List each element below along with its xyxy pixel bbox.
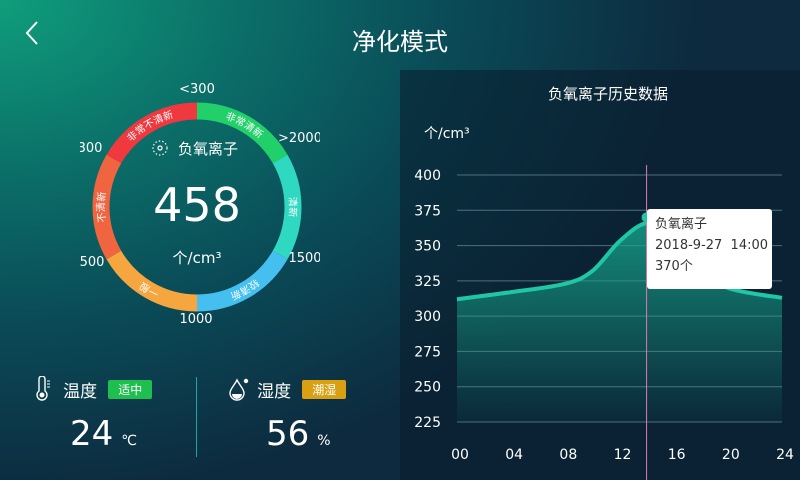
page-title: 净化模式 [352, 28, 448, 56]
humidity-label: 湿度 [257, 381, 292, 402]
gauge-segment [106, 250, 198, 312]
water-drop-icon [229, 378, 249, 401]
gauge-segment-label: 不清新 [94, 191, 108, 223]
back-button[interactable] [18, 18, 48, 48]
humidity-unit: % [317, 433, 331, 449]
temperature-unit: ℃ [121, 433, 137, 449]
x-tick-label: 16 [668, 447, 686, 463]
y-tick-label: 350 [414, 239, 441, 255]
tooltip-value: 370个 [655, 259, 693, 274]
ion-dots-icon [152, 140, 168, 156]
gauge-segment [196, 102, 288, 164]
temperature-value: 24 [70, 414, 114, 454]
y-tick-label: 400 [414, 168, 441, 184]
x-tick-label: 12 [614, 447, 632, 463]
x-tick-label: 20 [722, 447, 740, 463]
x-tick-label: 08 [559, 447, 577, 463]
humidity-header: 湿度 潮湿 [228, 376, 347, 402]
x-tick-label: 04 [505, 447, 523, 463]
y-tick-label: 325 [414, 274, 441, 290]
gauge-segment [196, 250, 288, 312]
chart-title: 负氧离子历史数据 [548, 85, 668, 103]
gauge-label: 负氧离子 [178, 140, 238, 158]
temperature-reading: 24 ℃ [70, 414, 137, 454]
y-tick-label: 300 [414, 309, 441, 325]
gauge-segment [272, 154, 302, 260]
gauge-segment [106, 102, 198, 164]
gauge-boundary: 500 [80, 255, 104, 270]
gauge-boundary: 1500 [288, 251, 320, 266]
temperature-label: 温度 [63, 381, 98, 402]
thermometer-icon [36, 375, 50, 401]
temperature-header: 温度 适中 [34, 375, 153, 402]
y-tick-label: 250 [414, 380, 441, 396]
humidity-status-badge: 潮湿 [302, 379, 347, 399]
gauge-boundary: 300 [80, 141, 102, 156]
chart-tooltip: 负氧离子 2018-9-27 14:00 370个 [647, 209, 772, 289]
y-tick-label: 375 [414, 203, 441, 219]
x-tick-label: 24 [776, 447, 794, 463]
chevron-left-icon [25, 21, 38, 45]
gauge-value: 458 [153, 178, 241, 232]
gauge-boundary: <300 [179, 82, 215, 97]
temperature-status-badge: 适中 [108, 379, 153, 399]
gauge-segment [92, 154, 122, 260]
gauge-boundary: >2000 [278, 131, 320, 146]
y-tick-label: 225 [414, 415, 441, 431]
y-axis-unit: 个/cm³ [424, 126, 470, 142]
divider [196, 377, 197, 457]
y-tick-label: 275 [414, 344, 441, 360]
gauge-boundary: 1000 [179, 312, 212, 327]
tooltip-time: 2018-9-27 14:00 [655, 238, 769, 253]
tooltip-series: 负氧离子 [655, 217, 708, 232]
humidity-reading: 56% [266, 414, 331, 454]
x-tick-label: 00 [451, 447, 469, 463]
humidity-value: 56 [266, 414, 310, 454]
gauge-unit: 个/cm³ [173, 249, 222, 267]
